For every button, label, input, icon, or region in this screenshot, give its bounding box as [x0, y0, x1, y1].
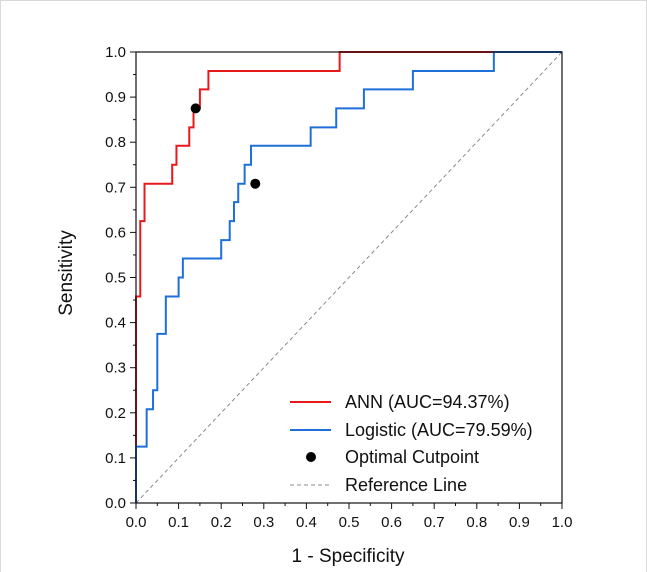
y-tick-label: 0.2 [105, 405, 126, 422]
y-tick-label: 1.0 [105, 44, 126, 61]
x-tick-label: 0.7 [424, 514, 445, 531]
x-tick-label: 0.3 [253, 514, 274, 531]
legend-label-logistic: Logistic (AUC=79.59%) [345, 420, 533, 440]
y-axis-title: Sensitivity [56, 230, 77, 316]
cutpoint-layer [190, 103, 261, 189]
x-tick-label: 0.1 [168, 514, 189, 531]
y-tick-label: 0.6 [105, 224, 126, 241]
x-tick-label: 0.2 [211, 514, 232, 531]
y-tick-label: 0.7 [105, 179, 126, 196]
y-tick-label: 0.4 [105, 315, 126, 332]
x-tick-label: 0.0 [126, 514, 147, 531]
y-tick-label: 0.0 [105, 495, 126, 512]
legend-label-reference: Reference Line [345, 475, 467, 495]
x-tick-label: 0.9 [509, 514, 530, 531]
legend: ANN (AUC=94.37%) Logistic (AUC=79.59%) O… [290, 392, 533, 495]
y-tick-label: 0.1 [105, 450, 126, 467]
x-tick-label: 0.5 [339, 514, 360, 531]
series-line-logistic [135, 51, 562, 503]
legend-label-cutpoint: Optimal Cutpoint [345, 447, 479, 467]
y-tick-label: 0.5 [105, 270, 126, 287]
legend-swatch-cutpoint [306, 452, 316, 462]
reference-line-layer [135, 51, 563, 504]
reference-line [135, 51, 563, 504]
x-tick-label: 0.4 [296, 514, 317, 531]
optimal-cutpoint-1 [190, 103, 201, 114]
y-tick-label: 0.3 [105, 360, 126, 377]
x-axis-title: 1 - Specificity [292, 546, 405, 567]
x-tick-label: 0.6 [381, 514, 402, 531]
y-tick-label: 0.9 [105, 89, 126, 106]
x-tick-label: 1.0 [552, 514, 573, 531]
x-tick-label: 0.8 [466, 514, 487, 531]
legend-label-ann: ANN (AUC=94.37%) [345, 392, 510, 412]
optimal-cutpoint-2 [250, 178, 261, 189]
axes-layer: 0.0 0.1 0.2 0.3 0.4 0.5 0.6 0.7 0.8 0.9 1.0 0.0 0.1 0… [105, 44, 572, 531]
y-tick-label: 0.8 [105, 134, 126, 151]
